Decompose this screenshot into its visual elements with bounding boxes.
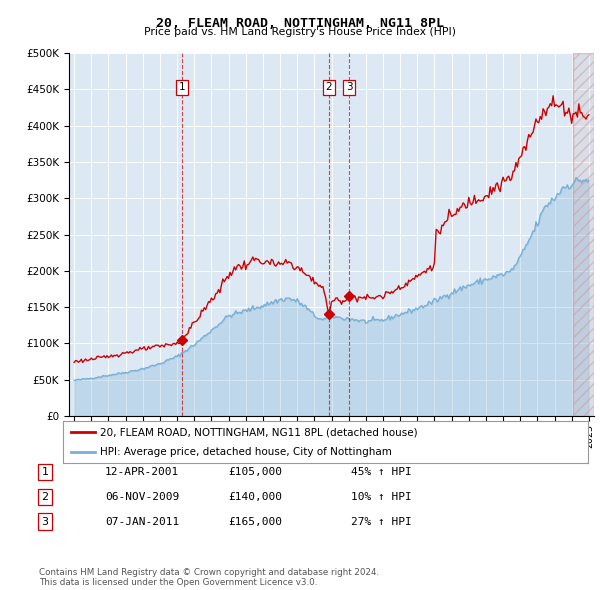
Text: 06-NOV-2009: 06-NOV-2009: [105, 492, 179, 502]
Text: 27% ↑ HPI: 27% ↑ HPI: [351, 517, 412, 526]
Text: 07-JAN-2011: 07-JAN-2011: [105, 517, 179, 526]
Text: 3: 3: [346, 82, 352, 92]
Text: 45% ↑ HPI: 45% ↑ HPI: [351, 467, 412, 477]
Text: Contains HM Land Registry data © Crown copyright and database right 2024.: Contains HM Land Registry data © Crown c…: [39, 568, 379, 577]
Text: 2: 2: [326, 82, 332, 92]
Text: 10% ↑ HPI: 10% ↑ HPI: [351, 492, 412, 502]
Text: £105,000: £105,000: [228, 467, 282, 477]
Text: HPI: Average price, detached house, City of Nottingham: HPI: Average price, detached house, City…: [100, 447, 392, 457]
Text: 2: 2: [41, 492, 49, 502]
Text: 1: 1: [179, 82, 185, 92]
Text: 3: 3: [41, 517, 49, 526]
Text: 20, FLEAM ROAD, NOTTINGHAM, NG11 8PL (detached house): 20, FLEAM ROAD, NOTTINGHAM, NG11 8PL (de…: [100, 427, 418, 437]
Text: Price paid vs. HM Land Registry's House Price Index (HPI): Price paid vs. HM Land Registry's House …: [144, 27, 456, 37]
Text: 20, FLEAM ROAD, NOTTINGHAM, NG11 8PL: 20, FLEAM ROAD, NOTTINGHAM, NG11 8PL: [156, 17, 444, 30]
Text: £140,000: £140,000: [228, 492, 282, 502]
Text: 1: 1: [41, 467, 49, 477]
Text: £165,000: £165,000: [228, 517, 282, 526]
Bar: [573, 53, 594, 416]
Text: 12-APR-2001: 12-APR-2001: [105, 467, 179, 477]
Bar: [573, 53, 594, 416]
Text: This data is licensed under the Open Government Licence v3.0.: This data is licensed under the Open Gov…: [39, 578, 317, 587]
